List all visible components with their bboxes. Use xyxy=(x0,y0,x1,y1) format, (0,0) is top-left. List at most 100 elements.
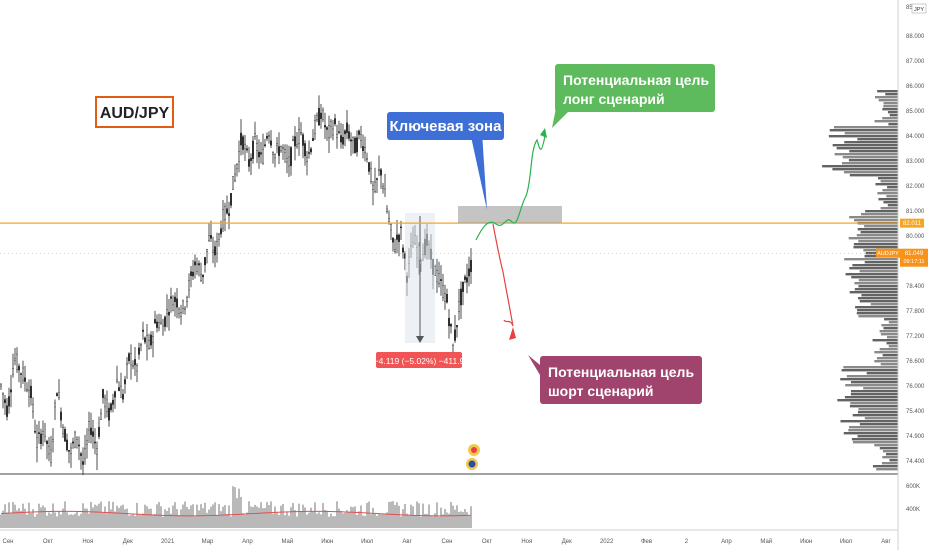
candle-body xyxy=(324,125,326,128)
candle-body xyxy=(196,263,198,272)
volume-profile-bar xyxy=(857,309,898,312)
price-axis-top-label: 85 xyxy=(906,5,913,11)
volume-bar xyxy=(210,506,212,528)
candle-body xyxy=(80,453,82,456)
volume-bar xyxy=(186,507,188,528)
long-target-pointer-icon xyxy=(552,108,572,128)
candle-body xyxy=(296,144,298,147)
volume-profile-bar xyxy=(888,345,898,348)
symbol-label: AUD/JPY xyxy=(100,105,170,122)
volume-profile-bar xyxy=(863,387,898,390)
candle-body xyxy=(36,437,38,448)
candle-body xyxy=(392,237,394,243)
candle-body xyxy=(176,298,178,308)
candle-body xyxy=(154,319,156,324)
time-tick-label: 2022 xyxy=(600,539,614,545)
volume-bar xyxy=(38,503,40,528)
drop-measure-label-box xyxy=(376,352,462,368)
volume-bar xyxy=(130,515,132,528)
key-zone-callout[interactable] xyxy=(387,112,504,140)
volume-bar xyxy=(322,503,324,528)
volume-bar xyxy=(262,508,264,528)
candle-body xyxy=(222,209,224,229)
key-zone-label: Ключевая зона xyxy=(390,118,503,135)
volume-bar xyxy=(252,507,254,528)
candle-body xyxy=(178,308,180,314)
time-tick-label: Дек xyxy=(123,539,133,545)
volume-profile-bar xyxy=(857,411,898,414)
volume-profile-bar xyxy=(854,282,898,285)
candle-body xyxy=(454,329,456,341)
volume-bar xyxy=(20,510,22,528)
currency-badge[interactable] xyxy=(911,3,927,14)
volume-profile-bar xyxy=(881,462,898,465)
short-target-label-line2: шорт сценарий xyxy=(548,383,654,399)
volume-profile-bar xyxy=(874,360,898,363)
volume-bar xyxy=(74,513,76,528)
price-tick-label: 86.000 xyxy=(906,84,925,90)
volume-bar xyxy=(314,502,316,528)
volume-profile-bar xyxy=(849,174,898,177)
volume-bar xyxy=(438,516,440,528)
short-target-label-line1: Потенциальная цель xyxy=(548,364,694,380)
volume-bar xyxy=(98,503,100,528)
price-tick-label: 77.800 xyxy=(906,309,925,315)
candle-body xyxy=(308,152,310,154)
volume-bar xyxy=(258,507,260,528)
key-zone-pointer-icon xyxy=(470,132,487,210)
candle-body xyxy=(94,441,96,444)
candle-body xyxy=(326,127,328,130)
candle-body xyxy=(268,135,270,137)
candle-body xyxy=(158,322,160,329)
time-tick-label: Июн xyxy=(321,539,333,545)
candle-body xyxy=(54,402,56,408)
candle-body xyxy=(278,146,280,156)
candle-body xyxy=(302,134,304,146)
price-axis: 88.000 87.000 86.000 85.000 84.000 83.000 82.0… xyxy=(906,34,925,465)
short-target-callout[interactable] xyxy=(540,356,702,404)
candle-body xyxy=(6,405,8,417)
volume-bar xyxy=(384,513,386,528)
volume-bar xyxy=(350,506,352,528)
candle-body xyxy=(200,274,202,282)
candle-body xyxy=(300,132,302,135)
candle-body xyxy=(250,157,252,161)
candle-body xyxy=(238,151,240,162)
candle-body xyxy=(446,294,448,303)
volume-bar xyxy=(32,509,34,528)
candle-body xyxy=(358,130,360,135)
time-tick-label: Май xyxy=(760,538,772,545)
candle-body xyxy=(174,296,176,303)
volume-bar xyxy=(72,514,74,528)
last-price-tag xyxy=(900,248,928,267)
candle-body xyxy=(30,385,32,399)
candle-body xyxy=(34,431,36,433)
volume-profile-bar xyxy=(864,261,898,264)
volume-bar xyxy=(18,508,20,528)
volume-bar xyxy=(408,515,410,528)
volume-profile-bar xyxy=(888,321,898,324)
symbol-box[interactable] xyxy=(95,96,174,128)
volume-bar xyxy=(308,512,310,528)
long-target-callout[interactable] xyxy=(555,64,715,112)
price-tick-label: 76.000 xyxy=(906,384,925,390)
candle-body xyxy=(164,316,166,327)
candle-body xyxy=(240,132,242,146)
candle-body xyxy=(262,148,264,164)
candle-body xyxy=(212,250,214,253)
volume-profile-bar xyxy=(852,264,898,267)
volume-profile-bar xyxy=(882,189,898,192)
volume-profile-bar xyxy=(879,330,898,333)
volume-bar xyxy=(102,512,104,528)
candle-body xyxy=(62,427,64,434)
candle-body xyxy=(20,373,22,375)
volume-bar xyxy=(386,512,388,528)
candle-body xyxy=(378,169,380,172)
volume-profile-bar xyxy=(822,165,898,168)
candle-body xyxy=(244,143,246,150)
key-zone-box[interactable] xyxy=(458,206,562,223)
volume-bar xyxy=(454,509,456,528)
short-arrow-icon xyxy=(509,327,516,340)
